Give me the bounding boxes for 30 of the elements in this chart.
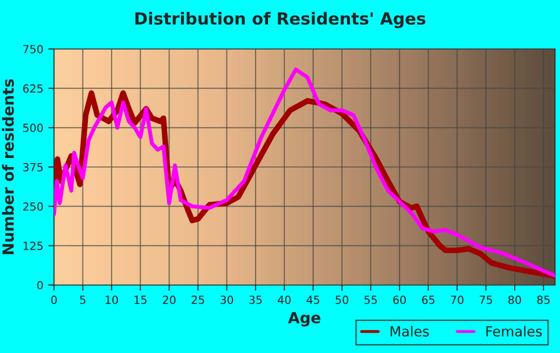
x-tick-label: 5 [80, 296, 86, 304]
x-tick-label: 15 [134, 296, 146, 304]
x-axis-title: Age [288, 312, 320, 327]
legend-label: Females [486, 326, 542, 337]
x-tick-label: 85 [537, 296, 550, 304]
x-tick-label: 45 [306, 296, 320, 304]
x-tick-label: 55 [364, 296, 377, 304]
x-tick-label: 60 [393, 296, 406, 304]
x-tick-label: 50 [336, 296, 348, 304]
x-tick-label: 35 [249, 296, 262, 304]
y-tick-label: 250 [23, 202, 43, 211]
y-tick-label: 125 [24, 242, 43, 250]
chart-title: Distribution of Residents' Ages [135, 12, 426, 28]
x-tick-label: 80 [508, 296, 522, 304]
legend-label: Males [390, 326, 429, 337]
x-tick-label: 40 [278, 296, 291, 304]
y-axis-title: Number of residents [2, 79, 14, 254]
y-tick-label: 750 [23, 44, 43, 54]
y-tick-label: 0 [37, 280, 43, 290]
y-tick-label: 375 [23, 162, 43, 172]
x-tick-label: 65 [422, 296, 434, 304]
x-tick-label: 25 [192, 296, 204, 304]
x-tick-label: 20 [162, 296, 176, 304]
x-tick-label: 0 [51, 296, 57, 304]
y-tick-label: 625 [23, 84, 43, 93]
x-tick-label: 30 [220, 296, 234, 304]
y-tick-label: 500 [23, 124, 43, 132]
x-tick-label: 10 [106, 296, 118, 304]
x-tick-label: 70 [450, 296, 464, 304]
x-tick-label: 75 [480, 296, 492, 304]
